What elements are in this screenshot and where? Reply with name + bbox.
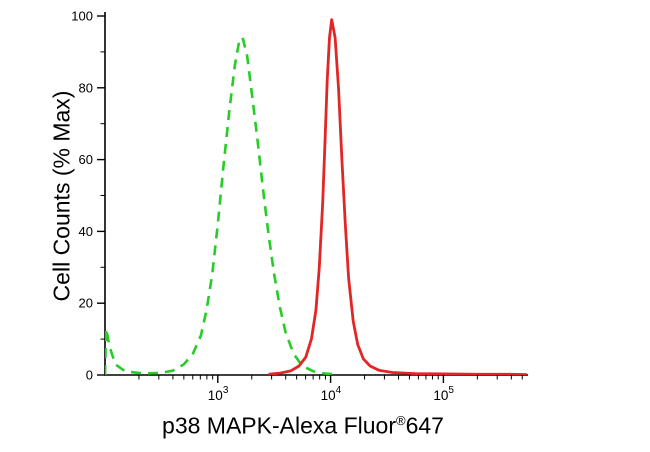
y-axis-label: Cell Counts (% Max) xyxy=(48,90,75,302)
svg-text:0: 0 xyxy=(86,368,93,383)
svg-text:60: 60 xyxy=(79,152,93,167)
curve-control xyxy=(105,36,337,375)
svg-text:40: 40 xyxy=(79,224,93,239)
svg-text:20: 20 xyxy=(79,296,93,311)
svg-text:103: 103 xyxy=(208,385,229,403)
svg-text:80: 80 xyxy=(79,80,93,95)
svg-text:104: 104 xyxy=(321,385,342,403)
x-axis-label-suffix: 647 xyxy=(405,412,444,439)
curve-stained xyxy=(268,18,527,375)
svg-text:105: 105 xyxy=(433,385,454,403)
registered-trademark-icon: ® xyxy=(395,412,406,428)
x-axis-label: p38 MAPK-Alexa Fluor®647 xyxy=(162,413,444,440)
x-axis-label-main: p38 MAPK-Alexa Fluor xyxy=(162,412,396,439)
svg-text:100: 100 xyxy=(71,9,93,24)
